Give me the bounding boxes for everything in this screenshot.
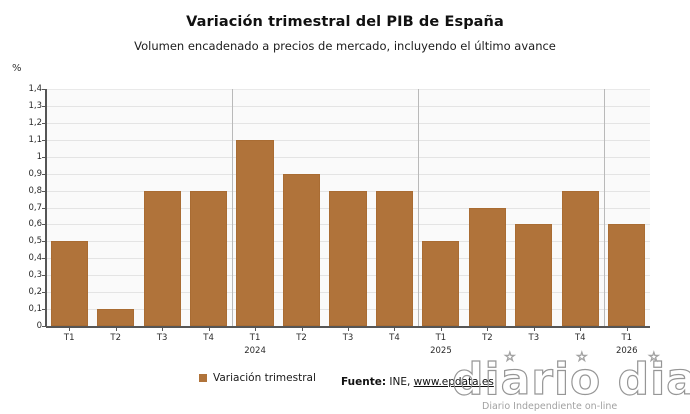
y-axis-tick-label: 1,3 xyxy=(28,100,42,111)
y-axis-tick-mark xyxy=(42,89,45,90)
y-axis-tick-mark xyxy=(42,275,45,277)
chart-legend: Variación trimestral xyxy=(199,372,316,384)
x-axis-tick-label: T3 xyxy=(156,333,168,343)
x-axis-tick-label: T2 xyxy=(482,333,493,343)
y-axis-tick-mark xyxy=(42,258,45,260)
y-axis-tick-mark xyxy=(42,139,45,141)
watermark-star-icon: ☆ xyxy=(504,350,517,366)
bar[interactable] xyxy=(515,224,553,326)
x-axis-tick-label: T1 xyxy=(249,333,261,343)
y-axis-tick-label: 0,5 xyxy=(28,236,42,247)
bar[interactable] xyxy=(50,241,88,326)
gridline xyxy=(46,173,650,175)
x-axis-tick-label: T3 xyxy=(528,333,540,343)
bar[interactable] xyxy=(282,173,321,326)
gridline xyxy=(46,89,650,90)
watermark-tagline: Diario Independiente on-line xyxy=(482,401,618,412)
x-axis-tick-mark xyxy=(69,328,71,331)
y-axis-tick-label: 0 xyxy=(36,321,42,331)
bar[interactable] xyxy=(422,241,460,326)
bar[interactable] xyxy=(190,190,228,326)
legend-label: Variación trimestral xyxy=(213,372,316,384)
source-prefix-label: Fuente: xyxy=(341,376,387,388)
source-text: INE, xyxy=(386,376,414,388)
y-axis-tick-mark xyxy=(42,122,45,124)
watermark-star-icon: ☆ xyxy=(576,350,589,366)
y-axis-tick-mark xyxy=(42,173,45,175)
y-axis-tick-label: 0,2 xyxy=(28,287,42,298)
x-axis-tick-mark xyxy=(115,328,117,331)
x-axis-tick-label: T2 xyxy=(296,333,307,343)
y-axis-tick-label: 1,2 xyxy=(28,117,42,128)
y-axis-tick-label: 0,4 xyxy=(28,253,42,264)
x-axis-tick-label: T1 xyxy=(621,333,633,343)
y-axis-tick-label: 1,4 xyxy=(28,84,42,94)
source-link[interactable]: www.epdata.es xyxy=(413,376,494,388)
y-axis-tick-label: 0,3 xyxy=(28,270,42,281)
y-axis-tick-mark xyxy=(42,105,45,107)
x-axis-tick-mark xyxy=(255,328,257,331)
bar[interactable] xyxy=(97,309,135,326)
year-divider-line xyxy=(231,89,233,326)
bar[interactable] xyxy=(375,190,414,326)
year-divider-line xyxy=(603,89,605,326)
source-note: Fuente: INE, www.epdata.es xyxy=(341,376,494,388)
y-axis-tick-label: 1,1 xyxy=(28,134,42,145)
y-axis-tick-mark xyxy=(42,241,45,243)
x-axis-tick-label: T1 xyxy=(435,333,447,343)
x-axis-tick-label: T4 xyxy=(203,333,214,343)
x-axis-tick-mark xyxy=(394,328,396,331)
x-axis-tick-mark xyxy=(580,328,582,331)
gridline xyxy=(46,156,650,158)
y-axis-tick-mark xyxy=(42,309,45,311)
x-axis-tick-mark xyxy=(533,328,535,331)
bar[interactable] xyxy=(143,190,181,326)
bar[interactable] xyxy=(608,224,646,326)
gridline xyxy=(46,139,650,141)
y-axis-tick-mark xyxy=(42,190,45,192)
x-axis-tick-mark xyxy=(440,328,442,331)
x-axis-tick-mark xyxy=(301,328,303,331)
bar[interactable] xyxy=(236,139,274,326)
plot-area xyxy=(46,89,650,327)
y-axis-tick-label: 0,6 xyxy=(28,219,42,230)
gridline xyxy=(46,105,650,107)
y-axis-tick-mark xyxy=(42,156,45,158)
x-axis-tick-mark xyxy=(162,328,164,331)
y-axis-tick-label: 0,1 xyxy=(28,304,42,315)
y-axis-line xyxy=(45,89,47,327)
x-axis-tick-label: T4 xyxy=(574,333,586,343)
y-axis-tick-label: 1 xyxy=(36,151,42,162)
x-axis-tick-label: T1 xyxy=(63,333,75,343)
watermark-star-icon: ☆ xyxy=(648,350,661,366)
y-axis-tick-mark xyxy=(42,326,45,327)
x-axis-year-label: 2026 xyxy=(615,346,638,356)
y-axis-tick-mark xyxy=(42,224,45,226)
y-axis-tick-mark xyxy=(42,292,45,294)
bar[interactable] xyxy=(329,190,367,326)
x-axis-tick-label: T4 xyxy=(389,333,400,343)
bar[interactable] xyxy=(468,207,506,326)
y-axis-tick-label: 0,9 xyxy=(28,168,42,179)
y-axis-tick-label: 0,7 xyxy=(28,202,42,213)
x-axis-tick-mark xyxy=(487,328,489,331)
year-divider-line xyxy=(417,89,419,326)
x-axis-year-label: 2025 xyxy=(430,346,452,356)
chart-title: Variación trimestral del PIB de España xyxy=(186,14,504,30)
y-axis-tick-mark xyxy=(42,207,45,209)
x-axis-tick-label: T2 xyxy=(110,333,121,343)
x-axis-tick-label: T3 xyxy=(342,333,354,343)
bar[interactable] xyxy=(561,190,599,326)
gridline xyxy=(46,122,650,124)
x-axis-tick-mark xyxy=(348,328,349,331)
x-axis-year-label: 2024 xyxy=(244,346,266,356)
x-axis-tick-mark xyxy=(208,328,210,331)
chart-subtitle: Volumen encadenado a precios de mercado,… xyxy=(134,39,556,53)
x-axis-tick-mark xyxy=(626,328,628,331)
y-axis-unit-label: % xyxy=(12,63,22,74)
y-axis-tick-group: 0 0,1 0,2 0,3 0,4 0,5 0,6 0,7 0,8 0,9 1 1,1 1,2 1,3 1,… xyxy=(0,0,45,414)
x-axis-line xyxy=(46,326,650,328)
legend-color-swatch xyxy=(199,374,207,382)
y-axis-tick-label: 0,8 xyxy=(28,185,42,196)
